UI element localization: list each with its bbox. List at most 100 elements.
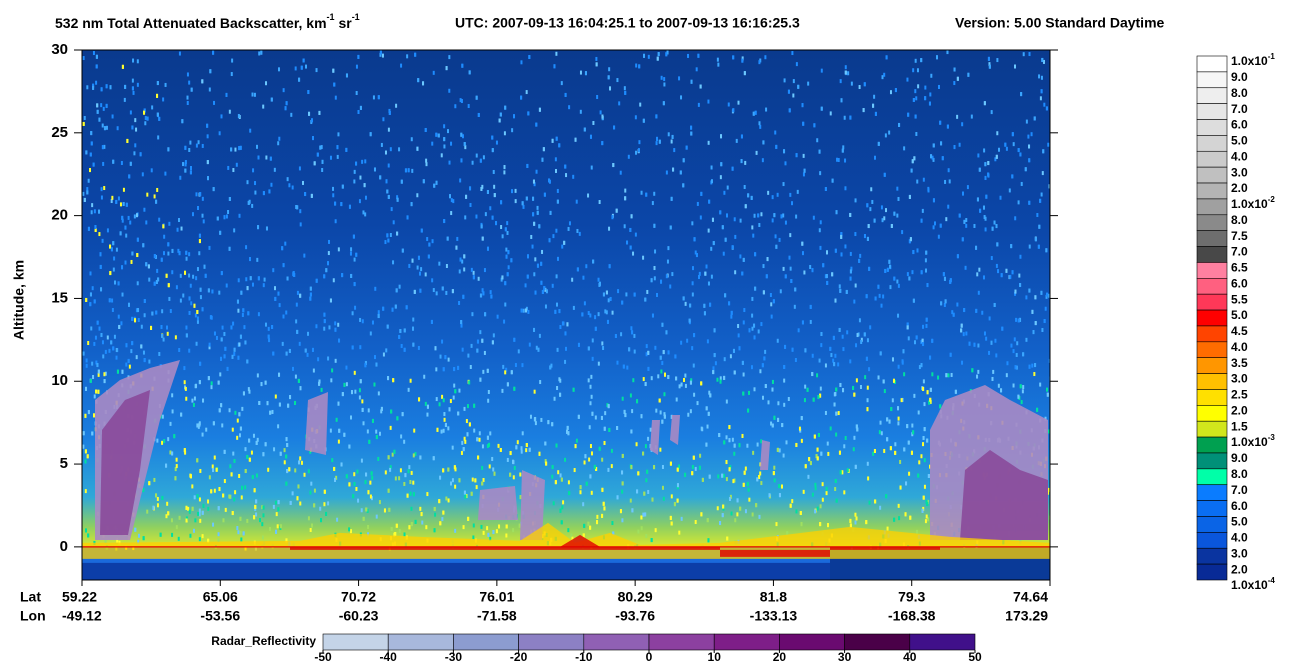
speckle: [764, 384, 767, 389]
speckle: [866, 385, 869, 390]
speckle: [256, 373, 259, 378]
speckle: [282, 263, 285, 268]
speckle: [1019, 283, 1022, 288]
speckle: [855, 516, 858, 521]
speckle: [853, 435, 856, 440]
colorbar-swatch: [1196, 87, 1228, 104]
speckle: [634, 232, 637, 237]
speckle: [87, 226, 90, 231]
speckle: [418, 397, 421, 402]
speckle: [496, 314, 499, 319]
speckle: [707, 281, 710, 286]
speckle: [479, 377, 482, 382]
speckle: [400, 343, 403, 348]
speckle: [134, 118, 137, 123]
speckle: [885, 494, 888, 499]
speckle: [567, 480, 570, 485]
speckle: [661, 419, 664, 424]
speckle: [958, 142, 961, 147]
speckle: [500, 225, 503, 230]
speckle: [382, 306, 385, 311]
speckle: [82, 191, 85, 196]
speckle: [906, 77, 909, 82]
speckle: [463, 406, 466, 411]
speckle: [929, 397, 932, 402]
speckle: [362, 516, 365, 521]
speckle: [327, 251, 330, 256]
speckle: [1010, 343, 1013, 348]
speckle: [719, 521, 722, 526]
speckle: [323, 312, 326, 317]
speckle: [761, 158, 764, 163]
speckle: [345, 147, 348, 152]
speckle: [703, 311, 706, 316]
speckle: [258, 51, 261, 56]
speckle: [946, 124, 949, 129]
speckle: [539, 380, 542, 385]
speckle: [412, 453, 415, 458]
speckle: [239, 426, 242, 431]
speckle: [719, 376, 722, 381]
speckle: [378, 500, 381, 505]
speckle: [525, 443, 528, 448]
speckle: [419, 506, 422, 511]
speckle: [361, 159, 364, 164]
speckle: [239, 334, 242, 339]
speckle: [629, 227, 632, 232]
speckle: [476, 348, 479, 353]
speckle: [378, 431, 381, 436]
speckle: [822, 263, 825, 268]
speckle: [728, 425, 731, 430]
speckle: [577, 414, 580, 419]
speckle: [481, 236, 484, 241]
speckle: [403, 532, 406, 537]
speckle: [232, 321, 235, 326]
speckle: [470, 491, 473, 496]
speckle: [417, 78, 420, 83]
speckle: [285, 310, 288, 315]
speckle: [729, 354, 732, 359]
speckle: [541, 157, 544, 162]
speckle: [932, 157, 935, 162]
speckle: [249, 276, 252, 281]
speckle: [1047, 490, 1050, 495]
speckle: [199, 518, 202, 523]
speckle: [768, 493, 771, 498]
speckle: [781, 423, 784, 428]
colorbar-label: 5.0: [1231, 308, 1248, 322]
speckle: [786, 531, 789, 536]
speckle: [406, 54, 409, 59]
colorbar-label: 1.0x10-3: [1231, 433, 1275, 449]
speckle: [914, 58, 917, 63]
speckle: [713, 353, 716, 358]
colorbar-swatch: [1196, 357, 1228, 374]
speckle: [997, 147, 1000, 152]
speckle: [281, 246, 284, 251]
speckle: [1037, 244, 1040, 249]
colorbar-swatch: [1196, 230, 1228, 247]
speckle: [903, 146, 906, 151]
speckle: [684, 383, 687, 388]
radar-swatch: [453, 633, 519, 651]
surface-layer-red: [290, 534, 940, 557]
speckle: [353, 370, 356, 375]
speckle: [609, 86, 612, 91]
speckle: [491, 148, 494, 153]
speckle: [589, 444, 592, 449]
speckle: [196, 494, 199, 499]
speckle: [122, 187, 125, 192]
speckle: [733, 217, 736, 222]
speckle: [426, 404, 429, 409]
speckle: [651, 313, 654, 318]
speckle: [911, 159, 914, 164]
speckle: [886, 526, 889, 531]
speckle: [87, 178, 90, 183]
speckle: [829, 111, 832, 116]
speckle: [977, 343, 980, 348]
speckle: [407, 469, 410, 474]
speckle: [353, 257, 356, 262]
speckle: [819, 386, 822, 391]
speckle: [825, 491, 828, 496]
speckle: [684, 373, 687, 378]
